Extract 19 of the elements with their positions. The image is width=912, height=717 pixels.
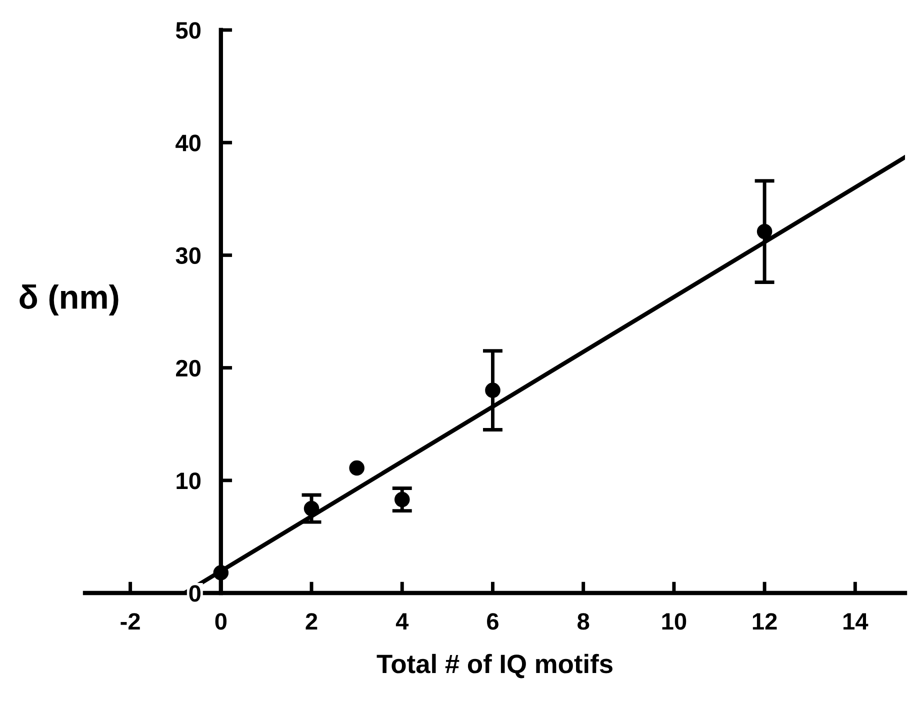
y-tick-label: 10 xyxy=(176,472,200,490)
y-tick-label: 20 xyxy=(176,360,200,377)
x-axis-title: Total # of IQ motifs xyxy=(376,654,612,678)
x-tick-label: 12 xyxy=(752,613,777,630)
point xyxy=(349,460,364,476)
x-tick-label: 6 xyxy=(487,613,498,630)
x-tick-label: 4 xyxy=(396,613,409,630)
x-tick-label: 8 xyxy=(578,613,590,630)
x-tick-label: 14 xyxy=(844,613,868,630)
y-tick-label: 30 xyxy=(176,247,200,264)
y-axis-title: δ (nm) xyxy=(20,284,118,316)
x-tick-label: 0 xyxy=(215,613,227,630)
y-tick-label: 0 xyxy=(189,585,200,602)
point xyxy=(213,565,229,580)
x-tick-label: 2 xyxy=(306,613,318,630)
x-tick-label: 10 xyxy=(662,613,686,630)
y-tick-label: 50 xyxy=(176,22,200,39)
x-tick-label: -2 xyxy=(120,613,140,630)
y-tick-label: 40 xyxy=(176,134,200,152)
